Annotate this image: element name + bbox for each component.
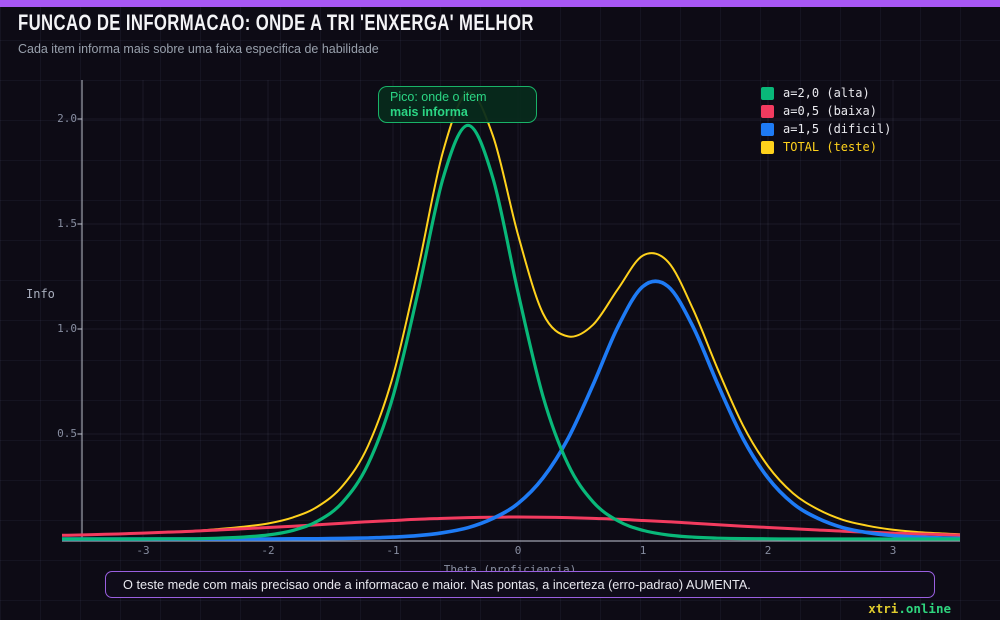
y-tick-label: 2.0 <box>57 112 77 125</box>
x-tick-label: 0 <box>514 544 522 557</box>
accent-bar <box>0 0 1000 7</box>
x-tick-label: 2 <box>764 544 772 557</box>
x-tick-label: -1 <box>386 544 400 557</box>
y-tick-label: 0.5 <box>57 427 77 440</box>
bottom-annotation: O teste mede com mais precisao onde a in… <box>105 571 935 598</box>
y-tick-label: 1.5 <box>57 217 77 230</box>
legend-item[interactable]: TOTAL (teste) <box>761 140 891 154</box>
bottom-annotation-text: O teste mede com mais precisao onde a in… <box>123 577 751 592</box>
legend-label: TOTAL (teste) <box>783 140 877 154</box>
watermark-part1: xtri <box>868 601 899 616</box>
watermark-link[interactable]: xtri.online <box>868 601 951 616</box>
chart-legend: a=2,0 (alta) a=0,5 (baixa) a=1,5 (dificil)… <box>761 86 891 158</box>
curve-a=0,5 (baixa) <box>62 515 960 537</box>
page-title: FUNCAO DE INFORMACAO: ONDE A TRI 'ENXERG… <box>18 10 534 35</box>
legend-label: a=2,0 (alta) <box>783 86 870 100</box>
legend-swatch <box>761 140 774 154</box>
watermark-part2: .online <box>898 601 951 616</box>
legend-item[interactable]: a=0,5 (baixa) <box>761 104 891 118</box>
legend-swatch <box>761 86 774 100</box>
legend-swatch <box>761 122 774 136</box>
x-tick-label: 1 <box>639 544 647 557</box>
page-subtitle: Cada item informa mais sobre uma faixa e… <box>18 41 379 56</box>
x-tick-label: -2 <box>261 544 275 557</box>
legend-label: a=1,5 (dificil) <box>783 122 892 136</box>
x-tick-label: 3 <box>889 544 897 557</box>
legend-item[interactable]: a=2,0 (alta) <box>761 86 891 100</box>
legend-swatch <box>761 104 774 118</box>
peak-annotation: Pico: onde o item mais informa <box>378 86 537 123</box>
y-axis-title: Info <box>26 287 55 301</box>
y-tick-label: 1.0 <box>57 322 77 335</box>
legend-item[interactable]: a=1,5 (dificil) <box>761 122 891 136</box>
curve-TOTAL (teste) <box>62 91 960 537</box>
curve-a=2,0 (alta) <box>62 123 960 541</box>
peak-annotation-line2: mais informa <box>390 105 468 119</box>
legend-label: a=0,5 (baixa) <box>783 104 877 118</box>
x-tick-label: -3 <box>136 544 150 557</box>
peak-annotation-line1: Pico: onde o item <box>390 90 487 104</box>
curve-a=1,5 (dificil) <box>62 279 960 541</box>
